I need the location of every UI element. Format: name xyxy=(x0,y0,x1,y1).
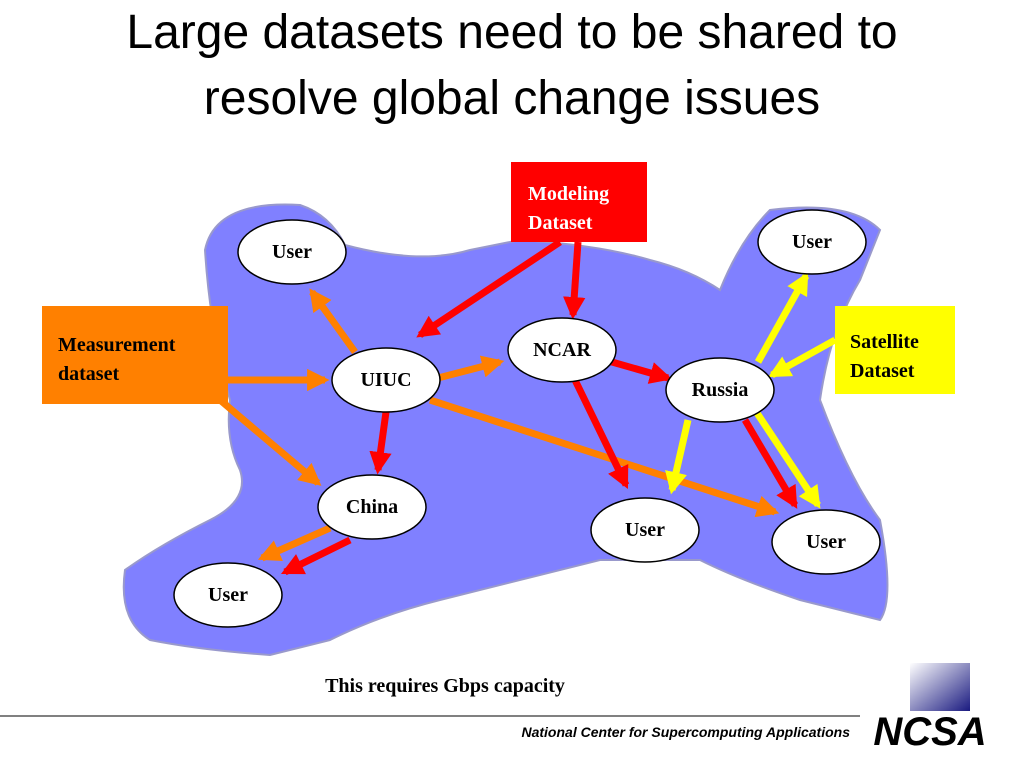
source-box xyxy=(511,162,647,242)
node xyxy=(590,497,700,563)
node xyxy=(507,317,617,383)
node-label: User xyxy=(625,519,665,541)
node-label: User xyxy=(208,584,248,606)
source-box xyxy=(42,306,228,404)
arrow xyxy=(428,396,780,518)
source-label: dataset xyxy=(58,363,119,385)
logo: NCSA xyxy=(873,710,986,754)
arrow xyxy=(563,241,586,320)
node xyxy=(331,347,441,413)
node xyxy=(317,474,427,540)
node xyxy=(757,209,867,275)
arrow xyxy=(217,397,322,486)
source-box xyxy=(835,306,955,394)
node-label: NCAR xyxy=(533,339,591,361)
node xyxy=(771,509,881,575)
node xyxy=(237,219,347,285)
arrow xyxy=(741,418,799,509)
arrow xyxy=(665,419,692,495)
footer: National Center for Supercomputing Appli… xyxy=(521,724,850,740)
node-label: User xyxy=(272,241,312,263)
arrow xyxy=(604,356,673,384)
arrow xyxy=(416,239,562,338)
title: Large datasets need to be shared to xyxy=(126,6,897,59)
source-label: Modeling xyxy=(528,183,609,205)
caption: This requires Gbps capacity xyxy=(325,675,565,697)
node xyxy=(173,562,283,628)
node-label: Russia xyxy=(692,379,749,401)
source-label: Dataset xyxy=(850,360,915,382)
arrow xyxy=(754,272,810,364)
source-label: Dataset xyxy=(528,212,593,234)
node-label: User xyxy=(792,231,832,253)
node-label: UIUC xyxy=(360,369,411,391)
arrow xyxy=(369,411,392,475)
arrow xyxy=(437,355,505,382)
arrow xyxy=(309,288,358,355)
arrow xyxy=(571,378,630,490)
arrow xyxy=(768,336,837,379)
logo-mark xyxy=(910,663,970,711)
arrow xyxy=(752,408,821,509)
node-label: User xyxy=(806,531,846,553)
node-label: China xyxy=(346,496,398,518)
source-label: Satellite xyxy=(850,331,919,353)
arrow xyxy=(280,536,352,576)
region xyxy=(122,203,889,657)
arrow xyxy=(257,524,332,562)
title: resolve global change issues xyxy=(204,72,820,125)
node xyxy=(665,357,775,423)
source-label: Measurement xyxy=(58,334,176,356)
